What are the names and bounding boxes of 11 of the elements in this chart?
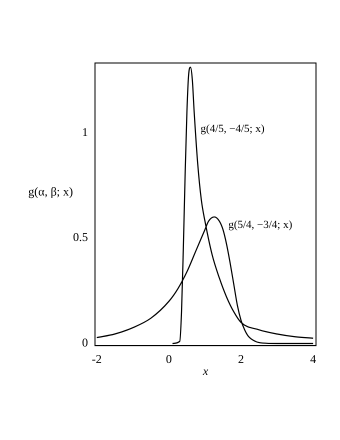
y-tick-label: 0: [82, 336, 88, 350]
x-tick-label: 2: [238, 352, 244, 366]
series-label: g(4/5, −4/5; x): [200, 123, 265, 136]
y-tick-label: 0.5: [73, 230, 88, 244]
series-label: g(5/4, −3/4; x): [228, 218, 293, 231]
x-tick-label: -2: [92, 352, 102, 366]
y-tick-label: 1: [82, 124, 88, 139]
y-axis-title: g(α, β; x): [28, 184, 74, 198]
x-tick-label: 0: [166, 352, 172, 366]
x-tick-label: 4: [310, 352, 316, 366]
x-axis-title: x: [202, 364, 209, 378]
